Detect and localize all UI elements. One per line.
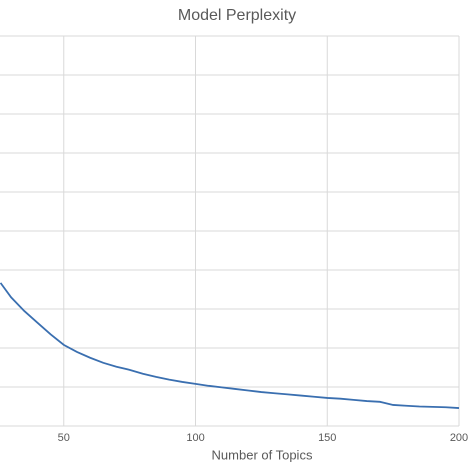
line: [0, 282, 460, 409]
x-tick-label: 50: [58, 432, 70, 444]
x-tick-label: 200: [450, 432, 468, 444]
chart-title: Model Perplexity: [178, 7, 296, 24]
x-tick-label: 150: [318, 432, 336, 444]
x-axis-label: Number of Topics: [212, 447, 313, 462]
x-tick-label: 100: [186, 432, 204, 444]
